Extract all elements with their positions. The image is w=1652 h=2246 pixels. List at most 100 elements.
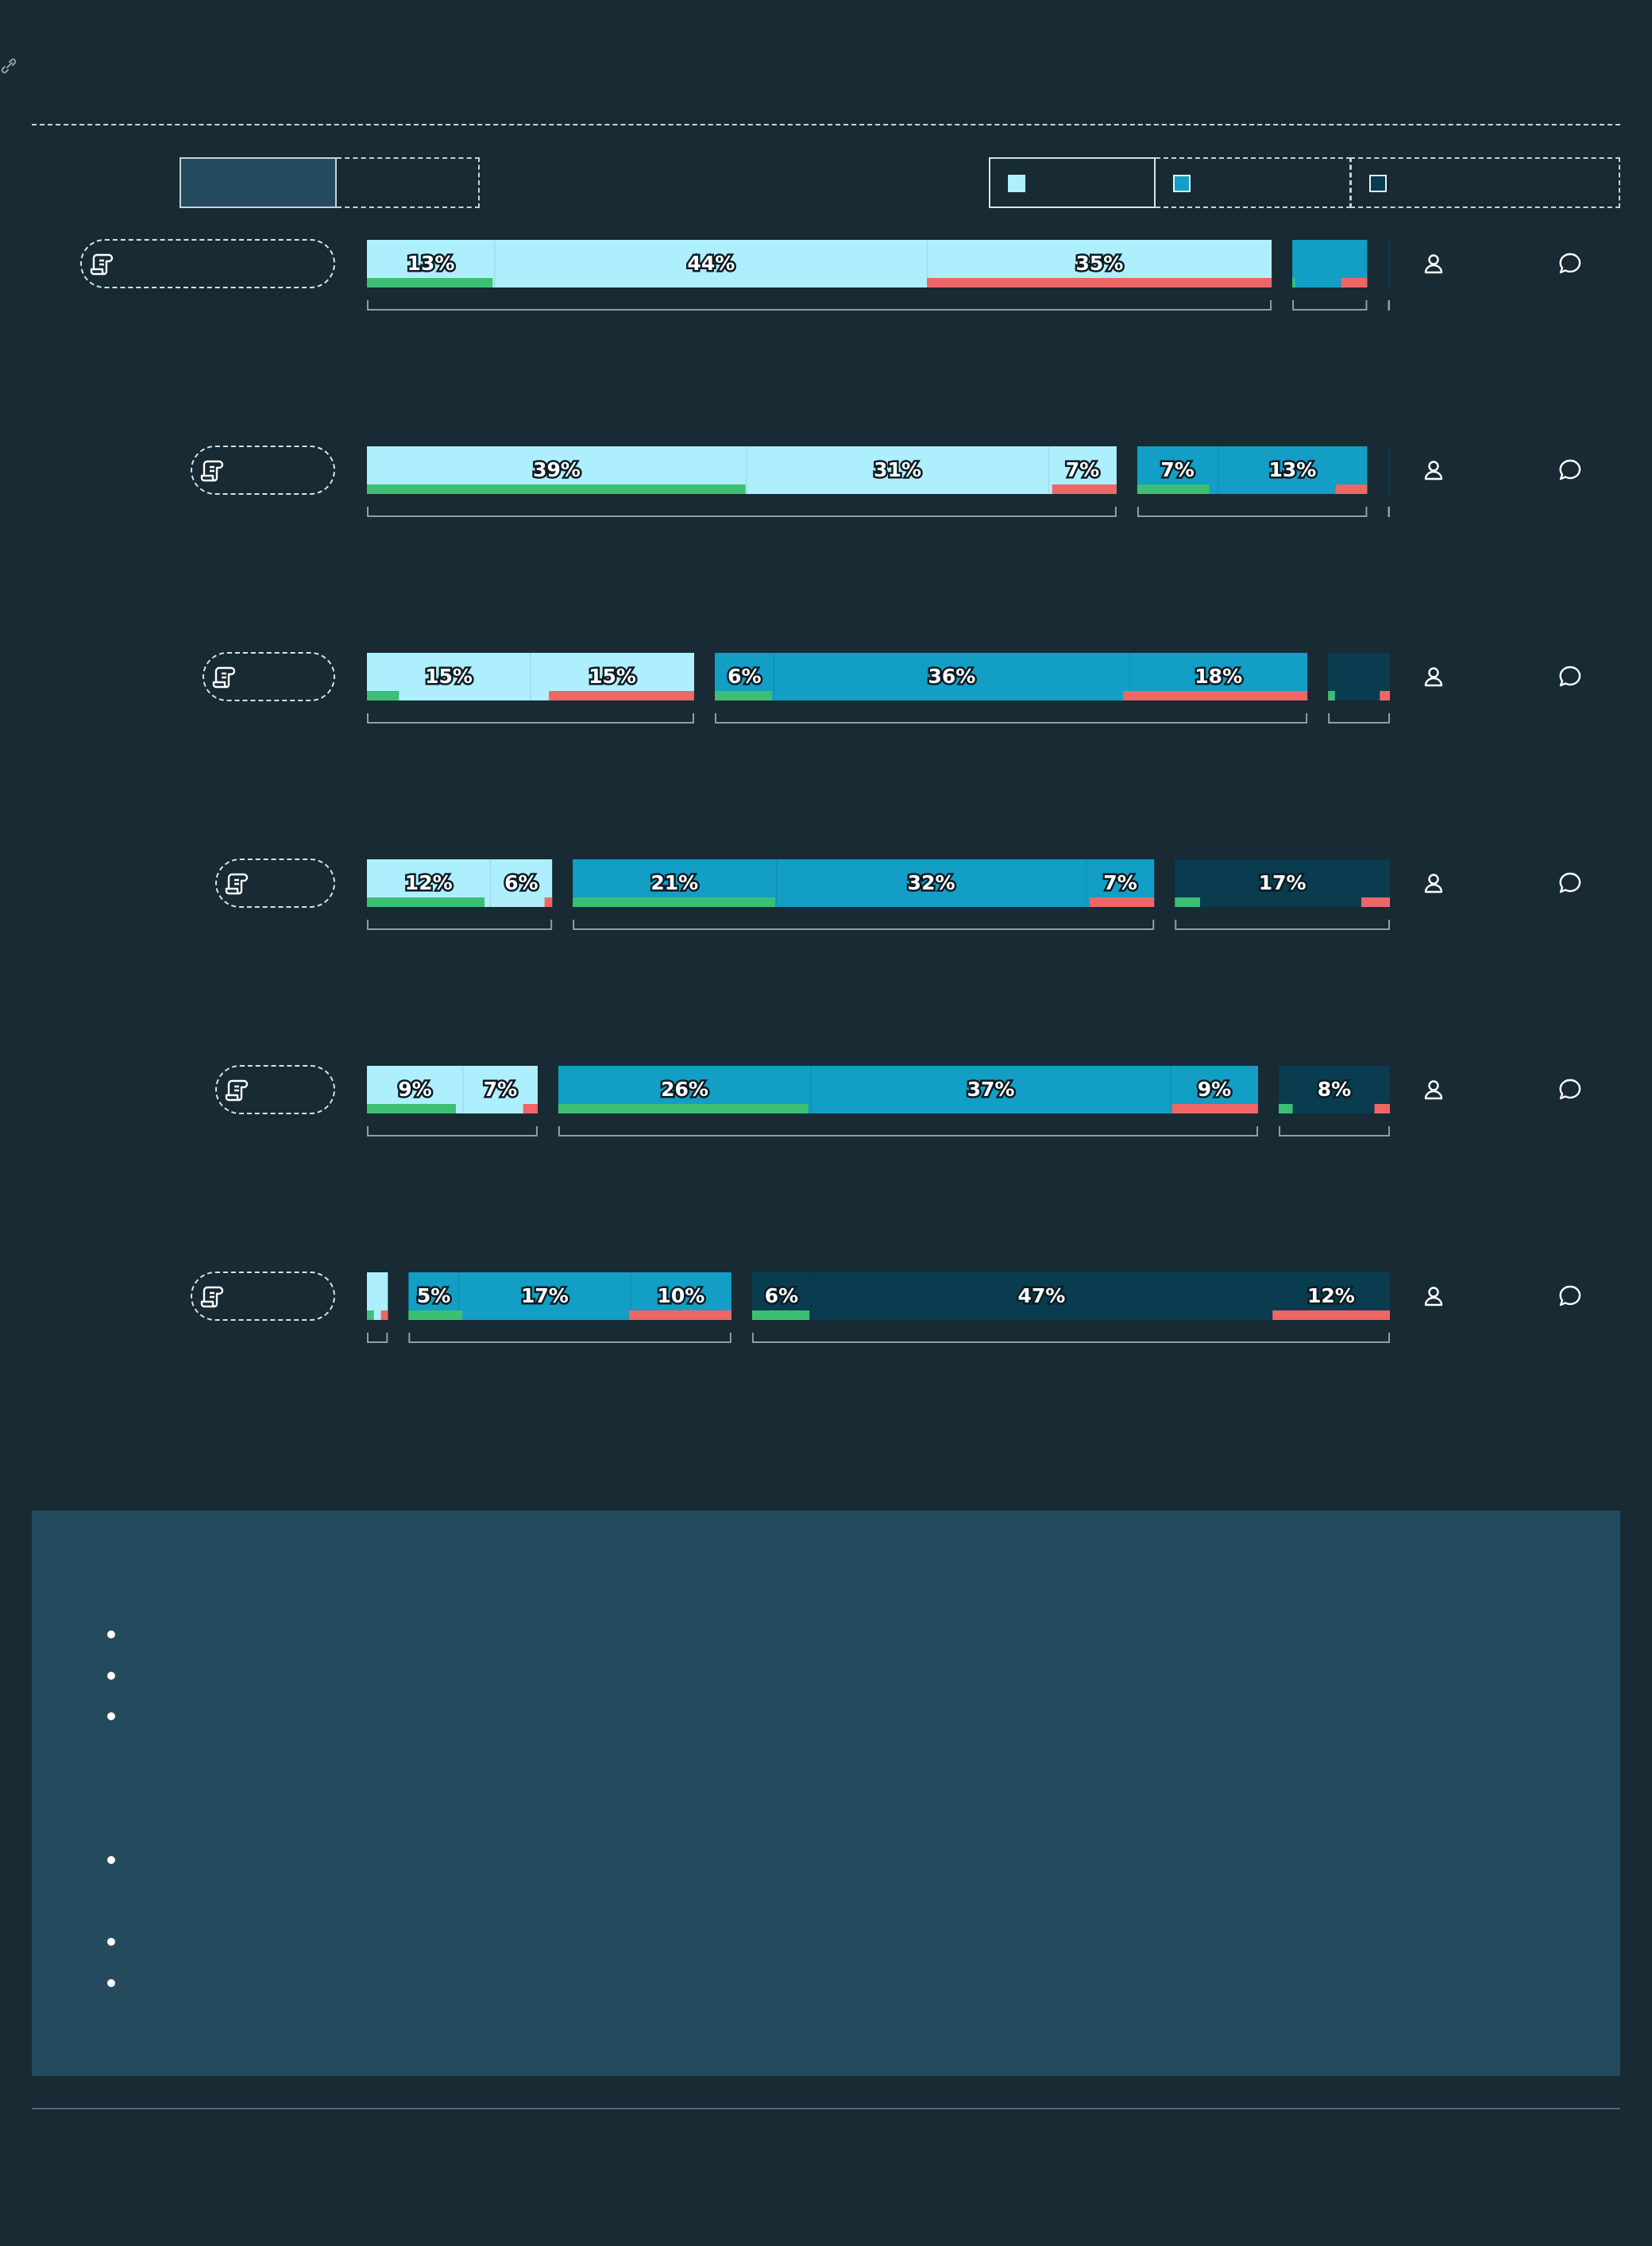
bottom-divider bbox=[32, 2108, 1620, 2109]
negative-strip bbox=[549, 691, 694, 700]
data-label: 17% bbox=[1259, 871, 1307, 894]
stacked-bar-chart: 13% 44% 35% 39% 31% 7% 7% 13% 15% 15% 6% 36% 18% 12% 6… bbox=[367, 240, 1390, 1343]
scroll-icon bbox=[200, 460, 224, 482]
tier-bracket bbox=[408, 1333, 731, 1343]
positive-strip bbox=[367, 278, 493, 288]
tier-bracket bbox=[367, 1126, 538, 1137]
data-label: 7% bbox=[1103, 871, 1137, 894]
positive-strip bbox=[573, 897, 775, 907]
scroll-icon bbox=[225, 873, 249, 895]
person-icon[interactable] bbox=[1422, 665, 1446, 692]
positive-strip bbox=[367, 1310, 374, 1320]
row-label-pill[interactable] bbox=[191, 1272, 335, 1321]
data-label: 44% bbox=[687, 252, 735, 275]
data-label: 12% bbox=[405, 871, 453, 894]
data-label: 5% bbox=[417, 1284, 450, 1307]
positive-strip bbox=[1279, 1104, 1293, 1113]
top-divider bbox=[32, 124, 1620, 125]
data-label: 35% bbox=[1075, 252, 1123, 275]
bullet-point bbox=[107, 1938, 115, 1946]
negative-strip bbox=[1052, 484, 1117, 494]
tier-bracket bbox=[1328, 713, 1390, 724]
negative-strip bbox=[523, 1104, 538, 1113]
legend-item-tier-1[interactable] bbox=[989, 157, 1156, 208]
data-label: 8% bbox=[1318, 1078, 1351, 1101]
tier-bracket bbox=[367, 300, 1272, 311]
speech-bubble-icon[interactable] bbox=[1557, 457, 1583, 486]
person-icon[interactable] bbox=[1422, 1284, 1446, 1311]
scroll-icon bbox=[212, 666, 236, 689]
row-label-pill[interactable] bbox=[215, 859, 335, 908]
negative-strip bbox=[1089, 897, 1155, 907]
data-label: 37% bbox=[967, 1078, 1015, 1101]
negative-strip bbox=[629, 1310, 731, 1320]
data-label: 7% bbox=[1160, 458, 1194, 481]
bar-segment bbox=[1388, 446, 1390, 494]
data-label: 26% bbox=[661, 1078, 708, 1101]
row-label-pill[interactable] bbox=[215, 1065, 335, 1114]
data-label: 7% bbox=[1066, 458, 1099, 481]
bullet-point bbox=[107, 1856, 115, 1864]
data-label: 9% bbox=[1198, 1078, 1231, 1101]
data-label: 31% bbox=[874, 458, 921, 481]
scroll-icon bbox=[225, 1079, 249, 1102]
speech-bubble-icon[interactable] bbox=[1557, 870, 1583, 899]
bar-segment bbox=[1328, 653, 1390, 700]
data-label: 36% bbox=[928, 665, 976, 688]
tier-bracket bbox=[1388, 300, 1390, 311]
view-toggle-selected[interactable] bbox=[179, 157, 337, 208]
tier-bracket bbox=[558, 1126, 1259, 1137]
bullet-point bbox=[107, 1672, 115, 1680]
negative-strip bbox=[1123, 691, 1308, 700]
positive-strip bbox=[367, 897, 485, 907]
tier-bracket bbox=[751, 1333, 1390, 1343]
data-label: 9% bbox=[398, 1078, 431, 1101]
positive-strip bbox=[367, 1104, 456, 1113]
row-label-pill[interactable] bbox=[191, 446, 335, 495]
data-label: 12% bbox=[1307, 1284, 1355, 1307]
speech-bubble-icon[interactable] bbox=[1557, 251, 1583, 280]
data-label: 15% bbox=[425, 665, 473, 688]
tier-bracket bbox=[1175, 920, 1390, 930]
bar-segment bbox=[1388, 240, 1390, 288]
view-toggle-option[interactable] bbox=[337, 157, 480, 208]
data-label: 13% bbox=[407, 252, 455, 275]
bullet-point bbox=[107, 1712, 115, 1720]
negative-strip bbox=[1380, 691, 1390, 700]
scroll-icon bbox=[90, 253, 114, 276]
legend-swatch bbox=[1369, 175, 1387, 192]
row-label-pill[interactable] bbox=[203, 652, 335, 701]
negative-strip bbox=[1171, 1104, 1259, 1113]
data-label: 18% bbox=[1195, 665, 1242, 688]
bullet-point bbox=[107, 1630, 115, 1638]
negative-strip bbox=[1341, 278, 1368, 288]
negative-strip bbox=[544, 897, 553, 907]
person-icon[interactable] bbox=[1422, 252, 1446, 279]
data-label: 13% bbox=[1268, 458, 1316, 481]
positive-strip bbox=[1292, 278, 1295, 288]
notes-panel bbox=[32, 1511, 1620, 2076]
tier-bracket bbox=[1388, 507, 1390, 517]
person-icon[interactable] bbox=[1422, 1078, 1446, 1105]
tier-bracket bbox=[1279, 1126, 1390, 1137]
positive-strip bbox=[715, 691, 773, 700]
positive-strip bbox=[408, 1310, 463, 1320]
speech-bubble-icon[interactable] bbox=[1557, 1283, 1583, 1312]
negative-strip bbox=[927, 278, 1272, 288]
bullet-point bbox=[107, 1979, 115, 1987]
person-icon[interactable] bbox=[1422, 458, 1446, 485]
negative-strip bbox=[1361, 897, 1390, 907]
row-label-pill[interactable] bbox=[80, 239, 335, 288]
speech-bubble-icon[interactable] bbox=[1557, 1077, 1583, 1106]
data-label: 15% bbox=[589, 665, 636, 688]
tier-bracket bbox=[715, 713, 1308, 724]
legend-item-tier-3[interactable] bbox=[1350, 157, 1620, 208]
data-label: 39% bbox=[533, 458, 581, 481]
person-icon[interactable] bbox=[1422, 871, 1446, 898]
data-label: 6% bbox=[504, 871, 538, 894]
data-label: 32% bbox=[908, 871, 955, 894]
link-icon[interactable] bbox=[0, 57, 17, 75]
speech-bubble-icon[interactable] bbox=[1557, 664, 1583, 693]
tier-bracket bbox=[367, 713, 694, 724]
negative-strip bbox=[380, 1310, 388, 1320]
